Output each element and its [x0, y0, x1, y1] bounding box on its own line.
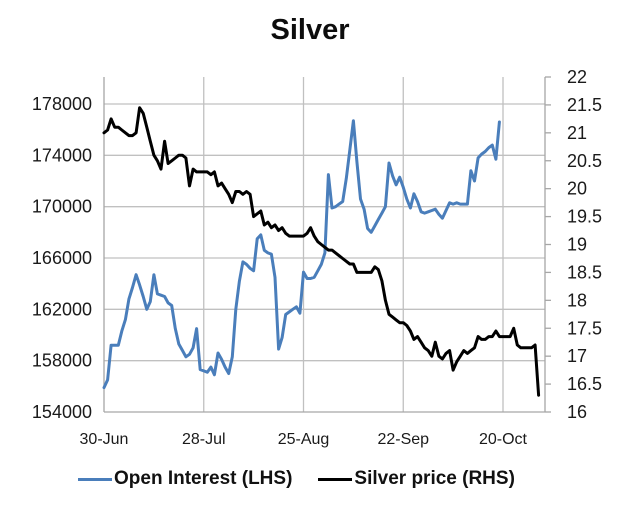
right-axis-tick-label: 18.5 [567, 262, 602, 282]
left-axis-tick-label: 158000 [32, 351, 92, 371]
chart-title: Silver [270, 14, 350, 46]
x-axis-ticks: 30-Jun 28-Jul 25-Aug 22-Sep 20-Oct [80, 431, 528, 448]
silver-price-line [102, 106, 541, 397]
right-axis-tick-label: 17 [567, 346, 587, 366]
right-axis-tick-label: 20.5 [567, 151, 602, 171]
x-axis-tick-label: 22-Sep [377, 431, 429, 448]
right-axis-tick-label: 20 [567, 179, 587, 199]
right-axis-tick-label: 19 [567, 235, 587, 255]
legend-item-silver-price: Silver price (RHS) [318, 468, 515, 490]
right-axis-tick-label: 21.5 [567, 95, 602, 115]
x-axis-tick-label: 20-Oct [479, 431, 528, 448]
right-axis-tick-label: 18 [567, 290, 587, 310]
right-axis-tick-label: 17.5 [567, 318, 602, 338]
left-axis-tick-label: 174000 [32, 145, 92, 165]
legend-swatch-blue-line-icon [78, 477, 112, 481]
legend-swatch-black-line-icon [318, 477, 353, 481]
x-axis-tick-label: 28-Jul [182, 431, 226, 448]
legend-label-open-interest: Open Interest (LHS) [114, 468, 293, 489]
left-axis-tick-label: 154000 [32, 402, 92, 422]
legend-item-open-interest: Open Interest (LHS) [78, 468, 292, 490]
x-axis-tick-label: 25-Aug [278, 431, 330, 448]
left-axis-tick-label: 178000 [32, 94, 92, 114]
legend: Open Interest (LHS) Silver price (RHS) [78, 468, 598, 490]
x-axis-tick-label: 30-Jun [80, 431, 129, 448]
right-axis-tick-label: 22 [567, 67, 587, 87]
right-axis-tick-label: 16 [567, 402, 587, 422]
right-axis-tick-label: 16.5 [567, 374, 602, 394]
left-axis-tick-label: 162000 [32, 299, 92, 319]
open-interest-line [102, 119, 501, 390]
series-lines [102, 106, 541, 397]
right-axis-tick-label: 19.5 [567, 207, 602, 227]
left-axis-tick-label: 166000 [32, 248, 92, 268]
left-axis-tick-label: 170000 [32, 197, 92, 217]
right-axis-ticks: 16 16.5 17 17.5 18 18.5 19 19.5 20 20.5 21 21.5 22 [545, 67, 602, 422]
right-axis-tick-label: 21 [567, 123, 587, 143]
left-axis-ticks: 154000 158000 162000 166000 170000 174000 1780… [32, 94, 92, 422]
legend-label-silver-price: Silver price (RHS) [354, 468, 515, 489]
